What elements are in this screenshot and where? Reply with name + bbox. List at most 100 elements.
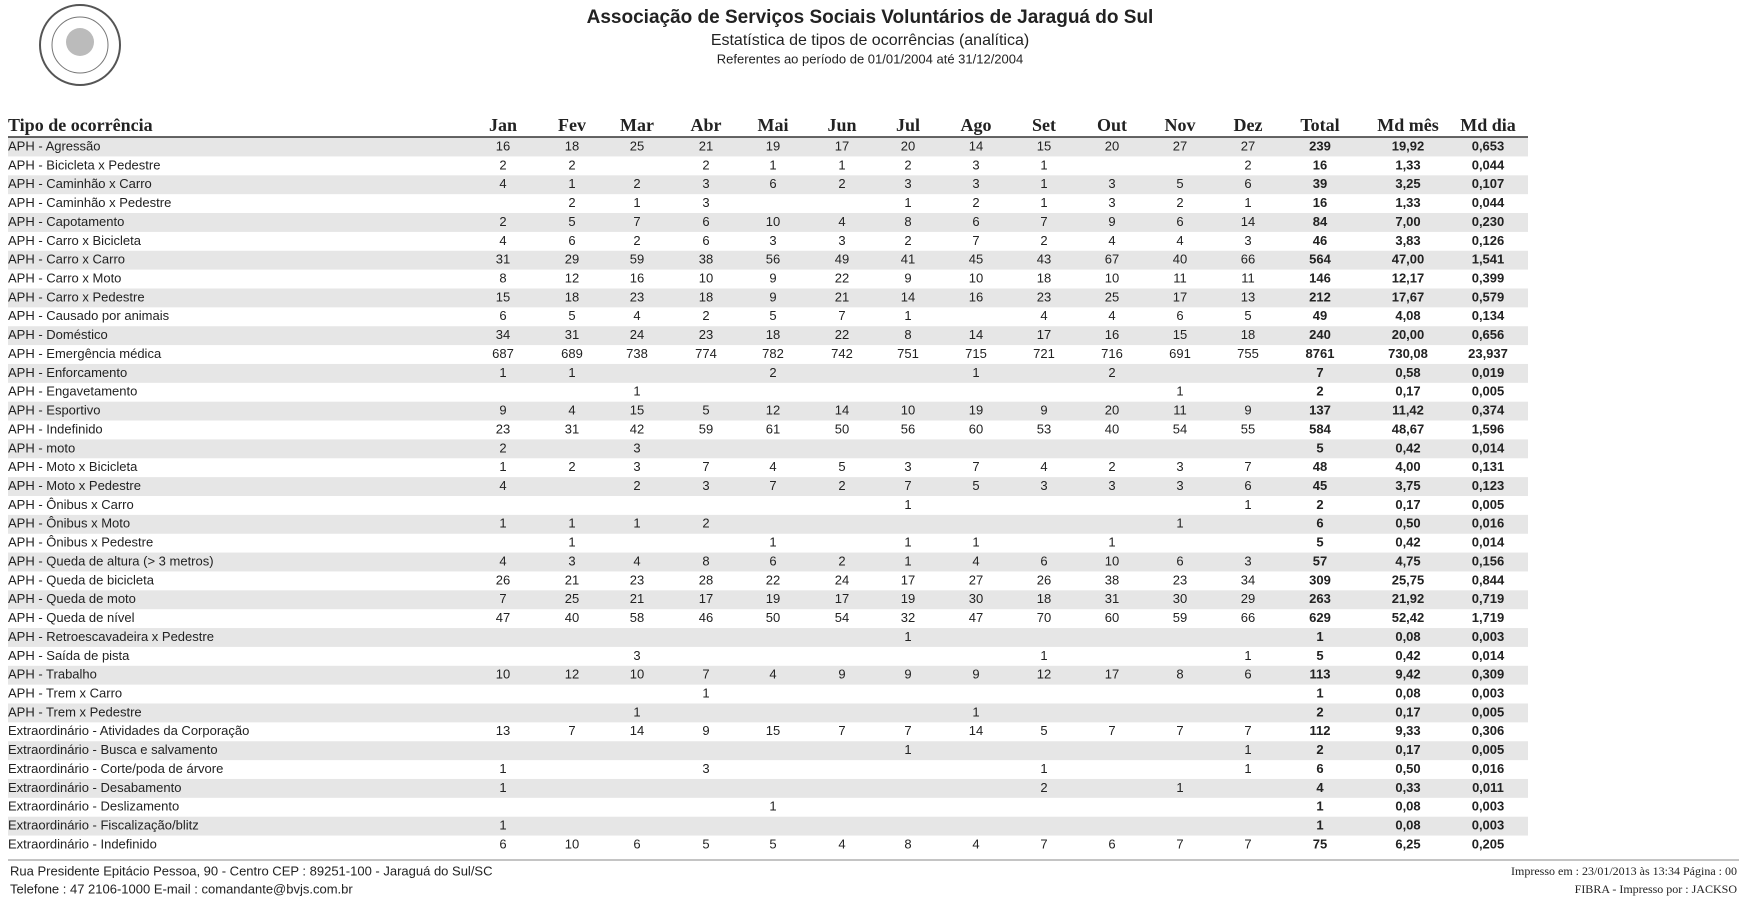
cell: 0,003: [1472, 629, 1505, 644]
cell: 56: [901, 421, 915, 436]
cell: 4: [499, 553, 506, 568]
cell: 19: [969, 403, 983, 418]
cell: 10: [1105, 553, 1119, 568]
cell: 17: [1105, 667, 1119, 682]
cell: 2: [1316, 497, 1323, 512]
cell: 9: [904, 667, 911, 682]
cell: 7: [568, 723, 575, 738]
cell: 21: [565, 572, 579, 587]
cell: 113: [1310, 667, 1331, 682]
cell: 29: [1241, 591, 1255, 606]
cell: 6: [568, 233, 575, 248]
row-label: APH - Carro x Pedestre: [8, 289, 145, 304]
cell: 1: [1244, 761, 1251, 776]
cell: 23: [630, 289, 644, 304]
cell: 3: [702, 176, 709, 191]
cell: 4: [1108, 233, 1115, 248]
cell: 4: [568, 403, 575, 418]
cell: 8: [904, 214, 911, 229]
cell: 1: [1040, 648, 1047, 663]
cell: 2: [838, 553, 845, 568]
cell: 6: [1176, 308, 1183, 323]
cell: 4,75: [1395, 553, 1420, 568]
cell: 21: [835, 289, 849, 304]
cell: 4,00: [1395, 459, 1420, 474]
cell: 1: [499, 459, 506, 474]
cell: 11,42: [1392, 403, 1424, 418]
cell: 5: [1176, 176, 1183, 191]
cell: 27: [1173, 138, 1187, 153]
row-shade: [8, 213, 1528, 232]
row-label: Extraordinário - Indefinido: [8, 836, 157, 851]
cell: 1: [1176, 516, 1183, 531]
cell: 239: [1309, 138, 1331, 153]
cell: 8: [904, 327, 911, 342]
cell: 6: [499, 308, 506, 323]
cell: 6: [702, 214, 709, 229]
cell: 0,17: [1395, 384, 1420, 399]
cell: 6: [1040, 553, 1047, 568]
report-title: Associação de Serviços Sociais Voluntári…: [587, 7, 1154, 28]
cell: 10: [901, 403, 915, 418]
cell: 61: [766, 421, 780, 436]
row-label: APH - Saída de pista: [8, 648, 130, 663]
cell: 0,08: [1395, 799, 1420, 814]
column-header: Mar: [620, 115, 654, 135]
cell: 16: [969, 289, 983, 304]
cell: 5: [769, 308, 776, 323]
cell: 309: [1309, 572, 1331, 587]
cell: 30: [969, 591, 983, 606]
column-header: Abr: [691, 115, 722, 135]
row-label: APH - Queda de altura (> 3 metros): [8, 553, 214, 568]
cell: 716: [1101, 346, 1123, 361]
cell: 1: [972, 704, 979, 719]
cell: 4: [633, 553, 640, 568]
row-label: APH - Indefinido: [8, 421, 103, 436]
cell: 1: [1040, 195, 1047, 210]
cell: 742: [831, 346, 853, 361]
cell: 19: [766, 138, 780, 153]
cell: 1: [972, 365, 979, 380]
cell: 2: [702, 157, 709, 172]
cell: 18: [1241, 327, 1255, 342]
cell: 1: [1244, 742, 1251, 757]
cell: 2: [769, 365, 776, 380]
cell: 0,126: [1472, 233, 1505, 248]
cell: 2: [1316, 384, 1323, 399]
cell: 59: [699, 421, 713, 436]
cell: 1: [499, 516, 506, 531]
cell: 112: [1310, 723, 1331, 738]
row-shade: [8, 703, 1528, 723]
cell: 4: [972, 836, 979, 851]
cell: 21: [630, 591, 644, 606]
cell: 4,08: [1395, 308, 1420, 323]
cell: 0,579: [1472, 289, 1505, 304]
cell: 41: [901, 252, 915, 267]
cell: 689: [561, 346, 583, 361]
cell: 5: [568, 214, 575, 229]
cell: 20: [1105, 138, 1119, 153]
cell: 8: [904, 836, 911, 851]
cell: 6: [633, 836, 640, 851]
column-header: Fev: [558, 115, 586, 135]
cell: 7: [838, 308, 845, 323]
cell: 4: [1316, 780, 1324, 795]
cell: 14: [1241, 214, 1255, 229]
row-label: APH - Caminhão x Carro: [8, 176, 152, 191]
cell: 6: [499, 836, 506, 851]
row-label: APH - Moto x Bicicleta: [8, 459, 138, 474]
cell: 22: [835, 270, 849, 285]
cell: 0,014: [1472, 440, 1505, 455]
cell: 38: [1105, 572, 1119, 587]
cell: 2: [1176, 195, 1183, 210]
row-label: APH - Caminhão x Pedestre: [8, 195, 171, 210]
cell: 1: [1040, 176, 1047, 191]
cell: 3: [769, 233, 776, 248]
cell: 4: [838, 214, 845, 229]
cell: 1: [904, 497, 911, 512]
cell: 14: [969, 723, 983, 738]
cell: 1: [568, 535, 575, 550]
cell: 1: [1244, 497, 1251, 512]
cell: 19,92: [1392, 138, 1425, 153]
